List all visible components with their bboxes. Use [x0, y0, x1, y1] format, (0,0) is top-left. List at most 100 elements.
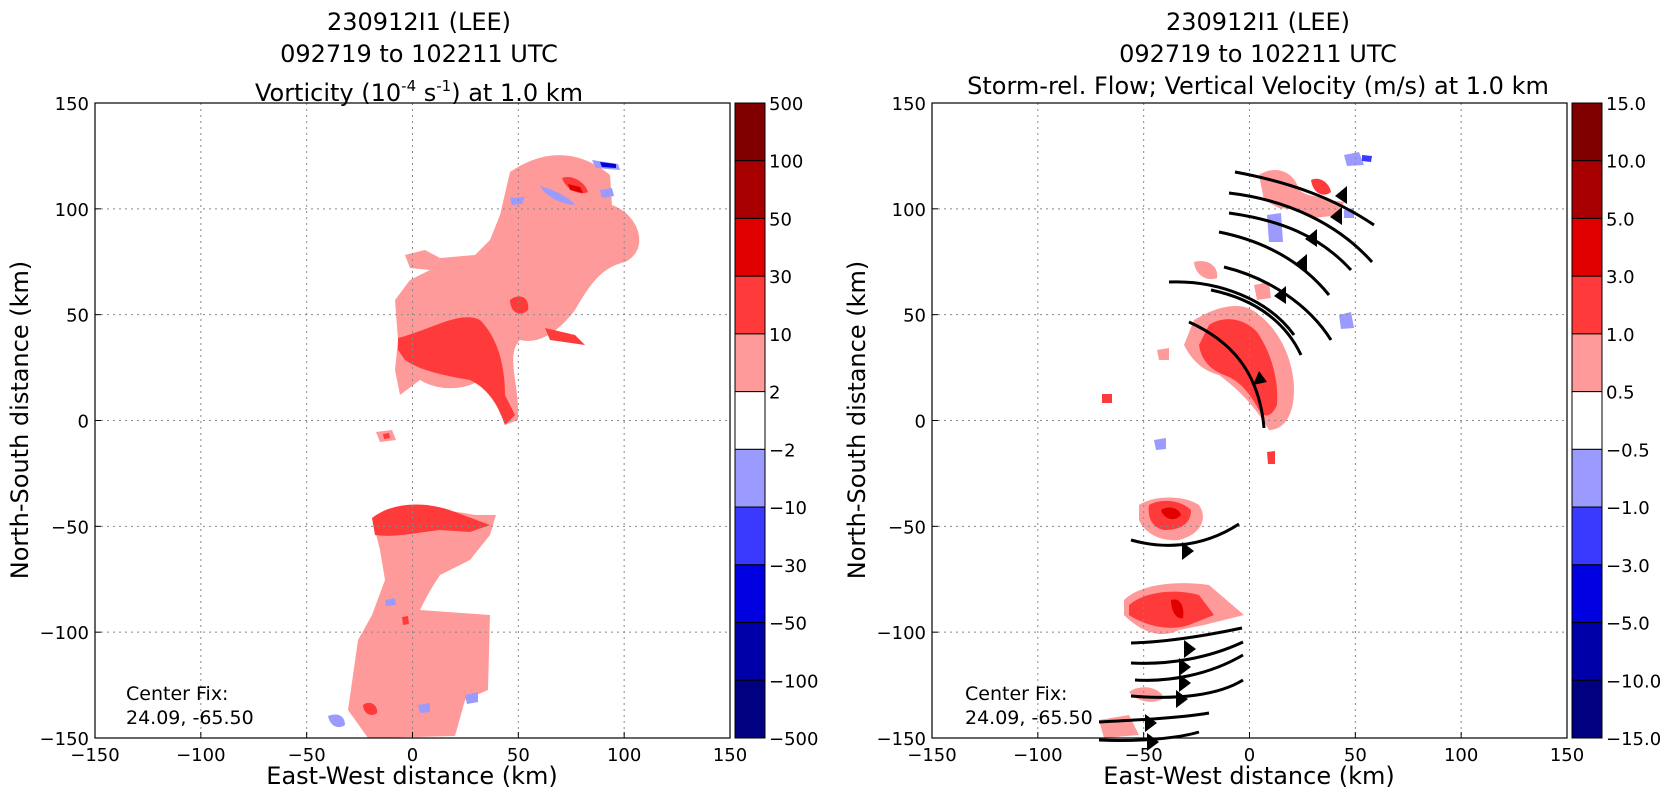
colorbar-level-label: −30	[769, 556, 807, 577]
downdraft-blue-2	[1344, 152, 1364, 166]
colorbar-bin	[1571, 506, 1603, 566]
x-tick-label: −150	[70, 745, 119, 766]
arrowhead	[1145, 714, 1157, 732]
streamline	[1228, 211, 1353, 272]
updraft-deep-red-south-2	[1171, 599, 1184, 619]
updraft-pink-streak-2	[1254, 282, 1271, 300]
vorticity-red-south-dot-2	[363, 702, 378, 716]
vorticity-red-south-dot	[402, 616, 409, 625]
y-tick-label: 100	[55, 200, 89, 221]
colorbar-level-label: 500	[769, 94, 803, 115]
arrowhead	[1330, 207, 1342, 225]
y-tick-label: −50	[888, 517, 926, 538]
updraft-pink-small	[1157, 348, 1169, 360]
vertical-velocity-panel: 230912I1 (LEE) 092719 to 102211 UTC Stor…	[839, 0, 1677, 797]
colorbar-level-label: 5.0	[1606, 209, 1635, 230]
vorticity-deep-red-spot	[568, 184, 583, 193]
vertical-velocity-grid	[932, 103, 1567, 738]
vorticity-south-blue-1	[328, 714, 345, 728]
center-fix-value: 24.09, -65.50	[126, 707, 254, 729]
colorbar-level-label: −15.0	[1606, 729, 1661, 750]
variable-title: Storm-rel. Flow; Vertical Velocity (m/s)…	[967, 72, 1549, 100]
x-tick-label: −50	[288, 745, 326, 766]
colorbar-bin	[734, 391, 766, 450]
colorbar-bin	[1571, 217, 1603, 277]
streamline-arrowheads	[1145, 186, 1347, 751]
arrowhead	[1335, 186, 1347, 204]
colorbar-level-label: 1.0	[1606, 325, 1635, 346]
colorbar-level-label: 10	[769, 325, 792, 346]
center-fix-value: 24.09, -65.50	[965, 707, 1093, 729]
x-tick-label: 100	[607, 745, 641, 766]
colorbar-bin	[1571, 275, 1603, 335]
y-tick-label: 0	[78, 412, 89, 433]
streamline	[1134, 653, 1244, 682]
storm-id-title: 230912I1 (LEE)	[326, 8, 512, 36]
x-tick-label: 0	[1244, 745, 1255, 766]
colorbar-level-label: −50	[769, 614, 807, 635]
vorticity-colorbar: 500 100 50 30 10 2 −2 −10 −30 −50 −100 −500	[734, 94, 818, 750]
vorticity-red-blob	[510, 296, 529, 314]
vertical-velocity-field	[1099, 152, 1372, 738]
colorbar-level-label: 50	[769, 209, 792, 230]
colorbar-bin	[1571, 622, 1603, 681]
vertical-velocity-colorbar: 15.0 10.0 5.0 3.0 1.0 0.5 −0.5 −1.0 −3.0 −5.0 −10.…	[1571, 94, 1661, 750]
x-tick-label: 0	[407, 745, 418, 766]
colorbar-level-label: −2	[769, 440, 796, 461]
x-axis-label: East-West distance (km)	[266, 762, 557, 790]
colorbar-level-label: −0.5	[1606, 440, 1650, 461]
vorticity-panel: 230912I1 (LEE) 092719 to 102211 UTC Vort…	[0, 0, 838, 797]
arrowhead	[1176, 690, 1188, 708]
vertical-velocity-title: 230912I1 (LEE) 092719 to 102211 UTC Stor…	[839, 6, 1677, 102]
y-tick-label: −100	[40, 623, 89, 644]
center-fix-label: Center Fix:	[965, 683, 1067, 705]
colorbar-level-label: 100	[769, 152, 803, 173]
vorticity-red-streak	[545, 328, 585, 345]
streamline	[1218, 230, 1331, 296]
streamline	[1130, 522, 1240, 547]
vorticity-pink-fringe	[405, 250, 440, 270]
downdraft-blue-4	[1154, 438, 1166, 450]
x-tick-label: −100	[176, 745, 225, 766]
colorbar-bin	[1571, 564, 1603, 624]
arrowhead	[1184, 640, 1196, 658]
y-tick-label: −150	[877, 729, 926, 750]
vorticity-blue-streak-4	[510, 197, 525, 205]
vorticity-blue-streak-5	[600, 188, 614, 198]
colorbar-bin	[1571, 679, 1603, 739]
x-tick-label: −150	[907, 745, 956, 766]
streamline	[1210, 288, 1303, 356]
streamline	[1223, 265, 1333, 341]
colorbar-bin	[734, 102, 766, 162]
x-axis-label: East-West distance (km)	[1103, 762, 1394, 790]
vorticity-plot: −150 −100 −50 0 50 100 150150100500−50−100−150…	[6, 94, 818, 790]
vorticity-red-core	[398, 317, 515, 425]
colorbar-level-label: −10.0	[1606, 671, 1661, 692]
arrowhead	[1253, 371, 1267, 385]
colorbar-level-label: −1.0	[1606, 498, 1650, 519]
colorbar-bin	[734, 333, 766, 393]
y-tick-label: −150	[40, 729, 89, 750]
vorticity-blue-streak-3	[600, 162, 616, 168]
x-tick-label: −50	[1125, 745, 1163, 766]
colorbar-level-label: 15.0	[1606, 94, 1646, 115]
colorbar-level-label: −500	[769, 729, 818, 750]
colorbar-bin	[734, 448, 766, 508]
colorbar-bin	[734, 217, 766, 277]
y-tick-label: 50	[903, 306, 926, 327]
vorticity-south-blue-4	[385, 598, 396, 606]
colorbar-level-label: −10	[769, 498, 807, 519]
x-tick-label: 150	[1550, 745, 1584, 766]
streamline	[1130, 640, 1244, 665]
vorticity-south-blue-2	[465, 692, 478, 704]
streamline	[1188, 320, 1266, 429]
colorbar-level-label: −5.0	[1606, 614, 1650, 635]
x-tick-label: 100	[1444, 745, 1478, 766]
colorbar-bin	[1571, 102, 1603, 162]
downdraft-blue-1	[1267, 213, 1283, 242]
vorticity-field	[328, 155, 640, 738]
streamline	[1098, 711, 1210, 724]
y-tick-label: 150	[892, 94, 926, 115]
vertical-velocity-plot: −150 −100 −50 0 50 100 150 150 100 50 0 −50 −100 −150…	[843, 94, 1661, 790]
x-tick-label: −100	[1013, 745, 1062, 766]
